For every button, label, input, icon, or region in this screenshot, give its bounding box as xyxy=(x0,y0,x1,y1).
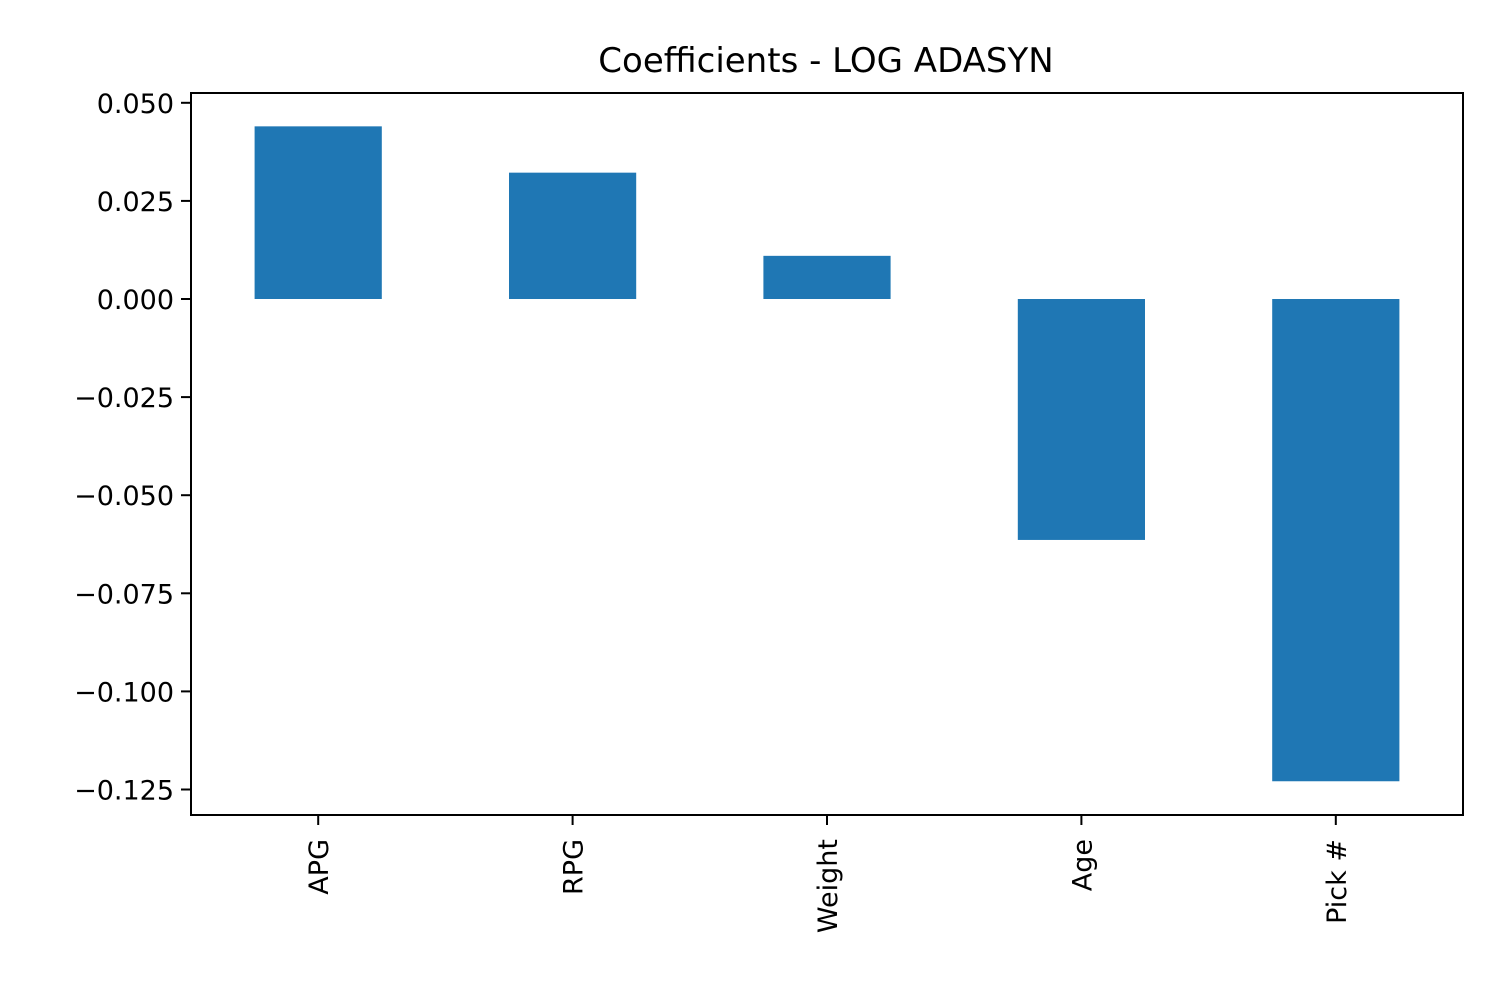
x-tick-label: RPG xyxy=(559,839,590,895)
y-tick-label: −0.025 xyxy=(74,383,174,414)
x-tick-label: Pick # xyxy=(1322,839,1353,924)
bar-age xyxy=(1017,299,1145,540)
x-tick-label: APG xyxy=(304,839,335,895)
bar-rpg xyxy=(509,172,637,300)
x-tick-label: Age xyxy=(1067,839,1098,891)
y-tick-label: −0.125 xyxy=(74,775,174,806)
y-tick-label: −0.050 xyxy=(74,481,174,512)
chart-title: Coefficients - LOG ADASYN xyxy=(598,41,1053,81)
y-tick-label: 0.000 xyxy=(97,285,174,316)
y-tick-label: 0.050 xyxy=(97,89,174,120)
y-tick-label: 0.025 xyxy=(97,187,174,218)
plot-frame xyxy=(190,92,1464,816)
y-tick-label: −0.100 xyxy=(74,677,174,708)
y-axis: 0.050 0.025 0.000 −0.025 −0.050 −0.075 −0.100 −… xyxy=(74,89,191,806)
x-axis: APG RPG Weight Age Pick # xyxy=(304,815,1353,933)
bars-layer xyxy=(254,126,1400,782)
bar-weight xyxy=(763,255,891,299)
bar-pick xyxy=(1272,299,1400,782)
y-tick-label: −0.075 xyxy=(74,579,174,610)
x-tick-label: Weight xyxy=(813,839,844,933)
bar-apg xyxy=(254,126,382,299)
